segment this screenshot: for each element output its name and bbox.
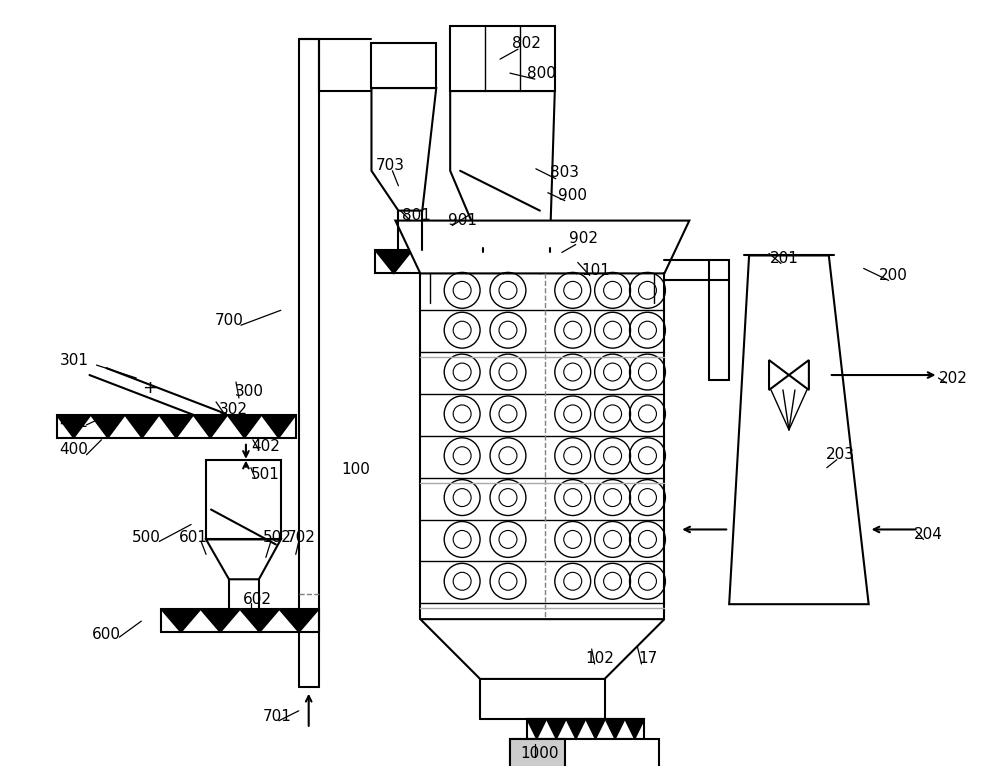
Text: 900: 900 xyxy=(558,188,587,203)
Polygon shape xyxy=(522,251,558,273)
Bar xyxy=(161,609,319,632)
Bar xyxy=(371,43,436,88)
Bar xyxy=(510,739,659,767)
Text: 800: 800 xyxy=(527,66,556,81)
Text: 400: 400 xyxy=(59,443,88,457)
Text: 100: 100 xyxy=(341,463,370,477)
Text: 302: 302 xyxy=(218,403,247,417)
Polygon shape xyxy=(566,719,586,739)
Polygon shape xyxy=(159,415,193,438)
Polygon shape xyxy=(57,415,91,438)
Text: 204: 204 xyxy=(914,527,943,542)
Polygon shape xyxy=(206,539,281,579)
Polygon shape xyxy=(262,415,296,438)
Polygon shape xyxy=(527,719,546,739)
Text: 202: 202 xyxy=(939,370,968,386)
Bar xyxy=(57,415,296,438)
Bar xyxy=(450,26,555,91)
Text: 701: 701 xyxy=(262,709,291,724)
Text: 702: 702 xyxy=(286,530,315,545)
Polygon shape xyxy=(395,221,689,273)
Polygon shape xyxy=(125,415,159,438)
Polygon shape xyxy=(161,609,201,632)
Text: 902: 902 xyxy=(569,231,598,246)
Text: +: + xyxy=(142,379,157,397)
Bar xyxy=(375,251,595,273)
Polygon shape xyxy=(201,609,240,632)
Text: 102: 102 xyxy=(585,651,614,667)
Polygon shape xyxy=(605,719,625,739)
Text: 1000: 1000 xyxy=(521,746,559,761)
Polygon shape xyxy=(449,251,485,273)
Text: 802: 802 xyxy=(512,36,541,51)
Polygon shape xyxy=(240,609,279,632)
Text: 17: 17 xyxy=(638,651,657,667)
Text: 602: 602 xyxy=(242,591,271,607)
Text: 401: 401 xyxy=(59,416,88,430)
Text: 201: 201 xyxy=(770,251,798,266)
Polygon shape xyxy=(485,251,522,273)
Polygon shape xyxy=(729,255,869,604)
Text: 801: 801 xyxy=(402,208,431,223)
Text: 600: 600 xyxy=(92,627,121,641)
Polygon shape xyxy=(546,719,566,739)
Bar xyxy=(206,459,281,539)
Text: 402: 402 xyxy=(251,439,280,454)
Text: 703: 703 xyxy=(376,158,405,173)
Polygon shape xyxy=(450,91,555,249)
Polygon shape xyxy=(227,415,262,438)
Polygon shape xyxy=(91,415,125,438)
Text: 901: 901 xyxy=(448,213,477,228)
Polygon shape xyxy=(420,619,664,679)
Text: 601: 601 xyxy=(179,530,208,545)
Polygon shape xyxy=(375,251,412,273)
Text: 500: 500 xyxy=(132,530,161,545)
Text: 300: 300 xyxy=(234,384,263,400)
Bar xyxy=(527,719,644,739)
Bar xyxy=(510,739,565,767)
Polygon shape xyxy=(279,609,319,632)
Text: 203: 203 xyxy=(826,447,855,463)
Polygon shape xyxy=(625,719,644,739)
Text: 700: 700 xyxy=(215,313,243,328)
Polygon shape xyxy=(412,251,449,273)
Polygon shape xyxy=(789,360,809,390)
Polygon shape xyxy=(193,415,227,438)
Text: 200: 200 xyxy=(879,268,908,283)
Text: 803: 803 xyxy=(550,165,579,180)
Text: 502: 502 xyxy=(263,530,292,545)
Text: 101: 101 xyxy=(581,263,610,278)
Polygon shape xyxy=(769,360,789,390)
Polygon shape xyxy=(558,251,595,273)
Text: 301: 301 xyxy=(60,353,89,367)
Text: 501: 501 xyxy=(250,467,279,482)
Polygon shape xyxy=(371,88,436,211)
Polygon shape xyxy=(586,719,605,739)
